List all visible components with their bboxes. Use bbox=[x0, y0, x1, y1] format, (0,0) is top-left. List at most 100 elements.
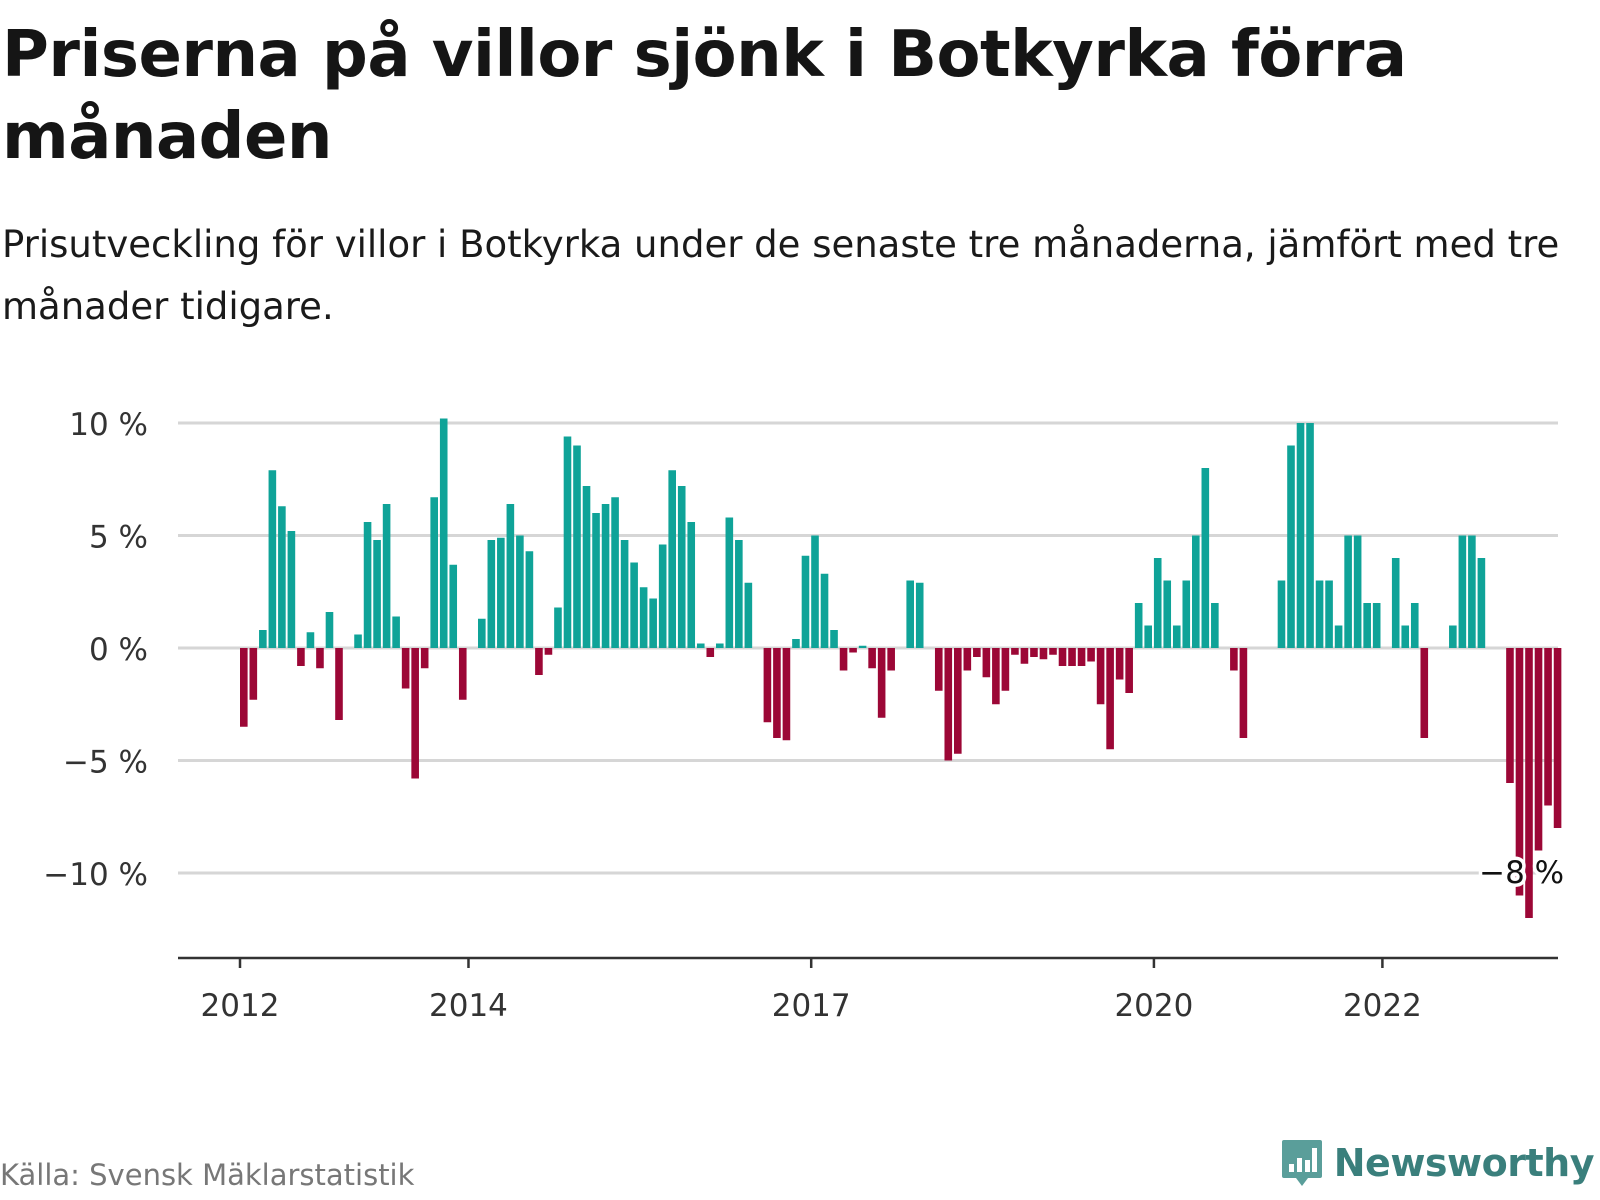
bar bbox=[1192, 535, 1200, 648]
bar bbox=[1172, 625, 1181, 648]
bar bbox=[639, 587, 648, 648]
bar bbox=[316, 648, 324, 669]
bar bbox=[1163, 580, 1172, 648]
bar bbox=[1230, 648, 1238, 671]
bar bbox=[1153, 558, 1162, 648]
bar bbox=[1087, 648, 1095, 662]
annotation: −8 % bbox=[1476, 852, 1568, 895]
bar bbox=[430, 497, 438, 648]
bar bbox=[401, 648, 410, 689]
y-tick-label: 10 % bbox=[69, 407, 148, 443]
bar bbox=[325, 612, 334, 648]
bar bbox=[582, 486, 591, 648]
bar bbox=[944, 648, 953, 761]
bar bbox=[1420, 648, 1429, 738]
bar bbox=[1458, 535, 1467, 648]
bar bbox=[249, 648, 258, 700]
bar bbox=[1534, 648, 1543, 851]
bar bbox=[1315, 580, 1324, 648]
bar bbox=[439, 418, 448, 648]
bar bbox=[1115, 648, 1124, 680]
bar bbox=[1544, 648, 1552, 806]
y-tick-label: 0 % bbox=[89, 632, 148, 668]
bar bbox=[1049, 648, 1057, 655]
x-tick-label: 2014 bbox=[429, 988, 508, 1024]
brand-logo[interactable]: Newsworthy bbox=[1280, 1138, 1595, 1188]
bar bbox=[1001, 648, 1010, 691]
bar bbox=[868, 648, 876, 669]
bar bbox=[744, 582, 753, 648]
y-axis-tick-labels: 10 % 5 % 0 % −5 % −10 % bbox=[43, 407, 148, 893]
bar bbox=[1325, 580, 1333, 648]
bar bbox=[1468, 535, 1476, 648]
bar bbox=[373, 540, 381, 648]
bar bbox=[1525, 648, 1533, 918]
bar bbox=[1125, 648, 1133, 693]
x-tick-label: 2017 bbox=[772, 988, 851, 1024]
bar bbox=[773, 648, 781, 738]
bar bbox=[1211, 603, 1219, 648]
bar-chart: 10 % 5 % 0 % −5 % −10 % 2012 2014 2017 2020 2022… bbox=[43, 407, 1568, 1024]
bar bbox=[716, 643, 724, 648]
bar bbox=[839, 648, 848, 671]
y-tick-label: −10 % bbox=[43, 857, 148, 893]
bar bbox=[1296, 423, 1305, 648]
source-note: Källa: Svensk Mäklarstatistik bbox=[0, 1158, 415, 1192]
bar bbox=[1030, 648, 1038, 657]
bar bbox=[725, 517, 734, 648]
bar bbox=[1477, 558, 1486, 648]
bar bbox=[506, 504, 515, 648]
bar bbox=[1372, 603, 1381, 648]
bar bbox=[1077, 648, 1086, 666]
bar bbox=[811, 535, 819, 648]
bar bbox=[858, 645, 867, 648]
y-tick-label: −5 % bbox=[63, 745, 148, 781]
bars bbox=[240, 418, 1562, 918]
x-axis-ticks: 2012 2014 2017 2020 2022 bbox=[201, 958, 1422, 1024]
bar bbox=[696, 643, 705, 648]
bar bbox=[1506, 648, 1514, 783]
bar bbox=[706, 648, 715, 657]
bar bbox=[268, 470, 277, 648]
bar bbox=[1410, 603, 1419, 648]
bar bbox=[297, 648, 305, 666]
brand-name: Newsworthy bbox=[1333, 1141, 1595, 1185]
bar bbox=[1353, 535, 1362, 648]
y-tick-label: 5 % bbox=[89, 520, 148, 556]
bar bbox=[1201, 468, 1210, 648]
bar bbox=[963, 648, 972, 671]
bar bbox=[611, 497, 619, 648]
bar bbox=[259, 630, 267, 648]
bar bbox=[992, 648, 1000, 705]
bar bbox=[525, 551, 534, 648]
bar bbox=[535, 648, 543, 675]
bar bbox=[801, 555, 810, 648]
bar bbox=[1553, 648, 1562, 828]
bar bbox=[792, 639, 800, 648]
x-tick-label: 2022 bbox=[1343, 988, 1422, 1024]
bar bbox=[1515, 648, 1524, 896]
bar bbox=[363, 522, 372, 648]
bar bbox=[1401, 625, 1410, 648]
bar bbox=[287, 531, 296, 648]
bar bbox=[1134, 603, 1143, 648]
bar bbox=[1182, 580, 1191, 648]
bar bbox=[478, 618, 486, 648]
bar bbox=[1306, 423, 1314, 648]
bar bbox=[1096, 648, 1105, 705]
x-tick-label: 2012 bbox=[201, 988, 280, 1024]
bar bbox=[544, 648, 553, 655]
bar bbox=[915, 582, 924, 648]
bar bbox=[354, 634, 362, 648]
bar bbox=[1344, 535, 1352, 648]
bar bbox=[1011, 648, 1019, 655]
chart-subtitle: Prisutveckling för villor i Botkyrka und… bbox=[2, 223, 1560, 328]
bar bbox=[687, 522, 696, 648]
bar bbox=[830, 630, 838, 648]
bar bbox=[1334, 625, 1343, 648]
bar bbox=[563, 436, 572, 648]
x-tick-label: 2020 bbox=[1114, 988, 1193, 1024]
bar bbox=[1449, 625, 1457, 648]
bar bbox=[306, 632, 315, 648]
bar bbox=[763, 648, 772, 723]
